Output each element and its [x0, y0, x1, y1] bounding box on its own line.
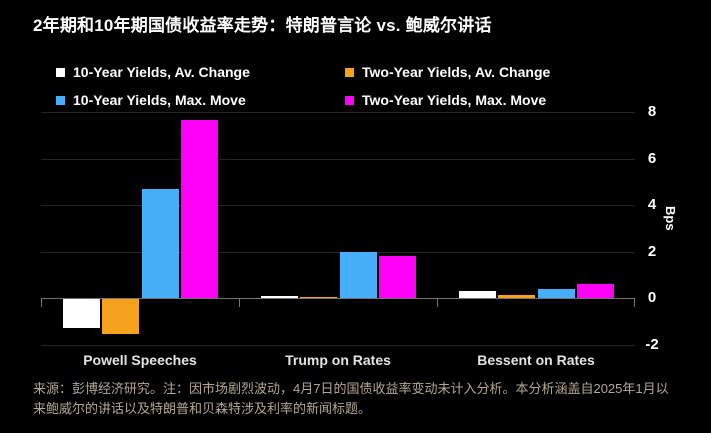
white-swatch-icon: [56, 67, 65, 77]
gridline-y6: [41, 158, 635, 160]
category-label-trump-on-rates: Trump on Rates: [285, 352, 391, 368]
bar-powell-speeches-10-year-yields-max-move: [141, 188, 179, 298]
y-tick-label-2: 2: [647, 242, 657, 260]
legend-label: Two-Year Yields, Max. Move: [362, 92, 547, 108]
y-tick-label-8: 8: [647, 103, 657, 120]
legend-item-10-year-yields-av-change: 10-Year Yields, Av. Change: [56, 63, 345, 81]
gridline-y-2: [41, 344, 635, 346]
chart-legend: 10-Year Yields, Av. Change Two-Year Yield…: [56, 63, 550, 109]
x-axis-tick: [437, 299, 438, 307]
category-label-powell-speeches: Powell Speeches: [83, 352, 197, 368]
legend-item-10-year-yields-max-move: 10-Year Yields, Max. Move: [56, 91, 345, 109]
bar-powell-speeches-two-year-yields-av-change: [102, 299, 139, 334]
x-axis-tick: [41, 299, 42, 307]
y-tick-label-0: 0: [647, 289, 657, 306]
magenta-swatch-icon: [345, 95, 354, 105]
gridline-y2: [41, 251, 635, 253]
y-tick-label-4: 4: [647, 196, 657, 213]
gridline-y4: [41, 205, 635, 206]
x-axis-tick: [634, 299, 635, 307]
x-axis-baseline: [41, 298, 635, 299]
bar-trump-on-rates-two-year-yields-max-move: [379, 256, 416, 298]
plot-area: [41, 104, 635, 346]
legend-item-two-year-yields-av-change: Two-Year Yields, Av. Change: [345, 63, 550, 81]
orange-swatch-icon: [345, 67, 354, 77]
blue-swatch-icon: [56, 95, 65, 105]
bar-trump-on-rates-10-year-yields-max-move: [339, 251, 377, 298]
category-label-bessent-on-rates: Bessent on Rates: [477, 352, 595, 368]
bar-bessent-on-rates-two-year-yields-max-move: [577, 284, 614, 298]
bar-bessent-on-rates-10-year-yields-av-change: [458, 291, 496, 298]
y-tick-label-6: 6: [647, 149, 657, 167]
y-axis-title: Bps: [663, 206, 678, 231]
bar-powell-speeches-two-year-yields-max-move: [181, 120, 218, 298]
bar-bessent-on-rates-two-year-yields-av-change: [498, 294, 535, 298]
source-note: 来源：彭博经济研究。注：因市场剧烈波动，4月7日的国债收益率变动未计入分析。本分…: [33, 381, 669, 416]
legend-label: 10-Year Yields, Av. Change: [73, 64, 250, 80]
chart-title: 2年期和10年期国债收益率走势：特朗普言论 vs. 鲍威尔讲话: [33, 16, 492, 35]
gridline-y8: [41, 112, 635, 113]
bar-trump-on-rates-two-year-yields-av-change: [300, 296, 337, 298]
bar-powell-speeches-10-year-yields-av-change: [62, 299, 100, 329]
legend-label: 10-Year Yields, Max. Move: [73, 92, 246, 108]
bar-bessent-on-rates-10-year-yields-max-move: [537, 288, 575, 298]
y-tick-label--2: -2: [645, 335, 659, 353]
x-axis-tick: [239, 299, 240, 307]
legend-item-two-year-yields-max-move: Two-Year Yields, Max. Move: [345, 91, 550, 109]
bar-trump-on-rates-10-year-yields-av-change: [260, 295, 298, 298]
legend-label: Two-Year Yields, Av. Change: [362, 64, 551, 80]
